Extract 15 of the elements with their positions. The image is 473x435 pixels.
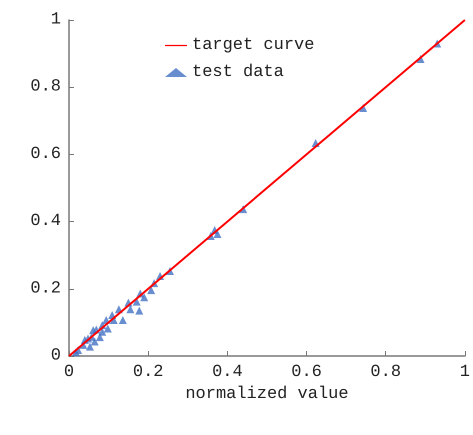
y-tick-label: 0: [50, 346, 61, 366]
legend-label: target curve: [192, 36, 314, 55]
y-tick-label: 0.8: [30, 78, 61, 97]
x-tick-label: 0.8: [370, 363, 402, 382]
legend-label: test data: [192, 63, 284, 82]
x-tick-label: 0.4: [212, 363, 243, 382]
x-tick-label: 0.2: [132, 363, 164, 382]
x-tick-label: 0.6: [291, 363, 322, 382]
y-tick-label: 0.4: [30, 212, 61, 232]
x-tick-label: 1: [460, 363, 470, 382]
y-tick-label: 0.2: [30, 279, 61, 298]
x-axis-title: normalized value: [185, 384, 349, 404]
x-tick-label: 0: [64, 363, 74, 382]
y-tick-label: 0.6: [30, 144, 61, 164]
y-tick-label: 1: [50, 10, 61, 30]
